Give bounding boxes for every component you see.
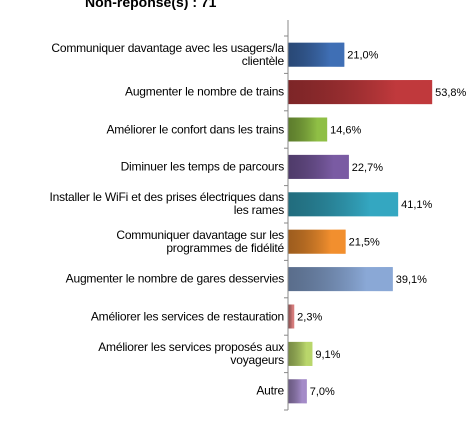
bar: [288, 154, 349, 179]
value-label: 41,1%: [401, 199, 432, 211]
y-tick-label: Améliorer les services de restauration: [90, 309, 284, 323]
bar: [288, 229, 346, 254]
value-label: 7,0%: [310, 386, 335, 398]
bar: [288, 117, 328, 142]
value-label: 9,1%: [315, 349, 340, 361]
value-label: 53,8%: [435, 87, 466, 99]
y-tick-label: Installer le WiFi et des prises électriq…: [49, 190, 284, 218]
bar: [288, 267, 393, 292]
value-label: 21,0%: [347, 50, 378, 62]
value-label: 22,7%: [352, 162, 383, 174]
y-tick-label: Diminuer les temps de parcours: [120, 159, 285, 174]
bar: [288, 304, 295, 329]
y-tick-label: Augmenter le nombre de gares desservies: [65, 271, 285, 286]
bar: [288, 192, 399, 217]
bar: [288, 379, 307, 404]
y-tick-label: Communiquer davantage sur les programmes…: [116, 227, 284, 255]
bar: [288, 341, 313, 366]
y-tick-label: Augmenter le nombre de trains: [125, 84, 284, 99]
y-tick-label: Autre: [256, 383, 284, 398]
y-tick-label: Améliorer les services proposés aux voya…: [98, 339, 284, 367]
y-tick-label: Communiquer davantage avec les usagers/l…: [51, 40, 284, 68]
value-label: 21,5%: [349, 237, 380, 249]
value-label: 14,6%: [330, 124, 361, 136]
bar: [288, 42, 345, 67]
bar: [288, 80, 433, 105]
value-label: 2,3%: [297, 311, 322, 323]
chart-title: Non-réponse(s) : 71: [85, 0, 217, 10]
y-tick-label: Améliorer le confort dans les trains: [106, 122, 284, 136]
value-label: 39,1%: [396, 274, 427, 286]
